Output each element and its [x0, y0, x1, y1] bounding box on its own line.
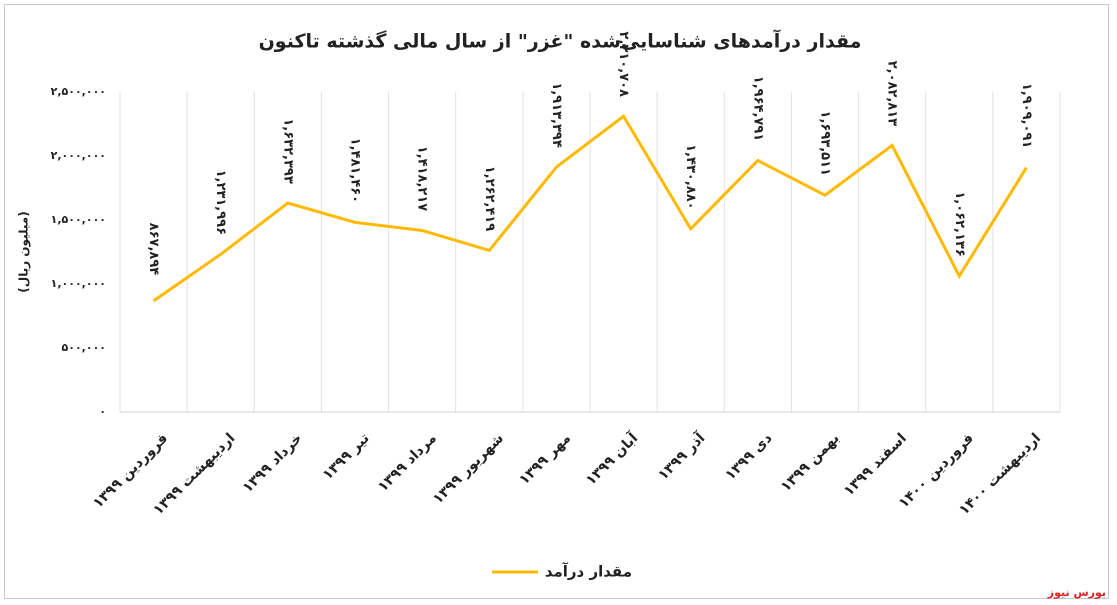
data-label: ۱,۶۳۲,۳۹۳ — [280, 118, 295, 183]
data-label: ۱,۶۹۳,۵۱۱ — [818, 111, 833, 176]
y-axis-title: (میلیون ریال) — [17, 211, 32, 292]
data-label: ۱,۹۱۳,۳۹۴ — [549, 82, 564, 147]
y-tick-label: ۱,۰۰۰,۰۰۰ — [51, 277, 106, 290]
data-label: ۱,۲۳۱,۹۹۶ — [213, 170, 228, 235]
data-label: ۸۶۷,۸۹۴ — [146, 223, 161, 276]
data-label: ۱,۹۰۹,۰۹۱ — [1019, 83, 1034, 148]
data-label: ۱,۲۶۲,۴۱۹ — [482, 166, 497, 231]
data-label: ۲,۳۱۰,۷۰۸ — [616, 32, 631, 97]
y-tick-label: ۱,۵۰۰,۰۰۰ — [51, 213, 106, 226]
source: بورس نیوز — [1047, 586, 1106, 599]
y-tick-label: ۲,۰۰۰,۰۰۰ — [51, 149, 106, 162]
chart-border — [4, 4, 1109, 599]
legend-label: مقدار درآمد — [545, 563, 632, 581]
y-tick-label: ۰ — [99, 405, 106, 418]
data-label: ۱,۴۱۸,۲۱۷ — [415, 146, 430, 211]
y-tick-label: ۵۰۰,۰۰۰ — [62, 341, 106, 354]
line — [152, 114, 1028, 303]
chart-title: مقدار درآمدهای شناسایی‌شده "غزر" از سال … — [259, 29, 862, 53]
data-label: ۱,۴۳۰,۸۸۰ — [683, 144, 698, 209]
data-label: ۱,۰۶۲,۱۳۶ — [952, 191, 967, 256]
data-label: ۱,۴۸۱,۴۶۰ — [348, 138, 363, 203]
data-label: ۱,۹۶۴,۷۹۱ — [750, 76, 765, 141]
y-tick-label: ۲,۵۰۰,۰۰۰ — [51, 85, 106, 98]
data-label: ۲,۰۸۲,۸۱۳ — [885, 61, 900, 126]
